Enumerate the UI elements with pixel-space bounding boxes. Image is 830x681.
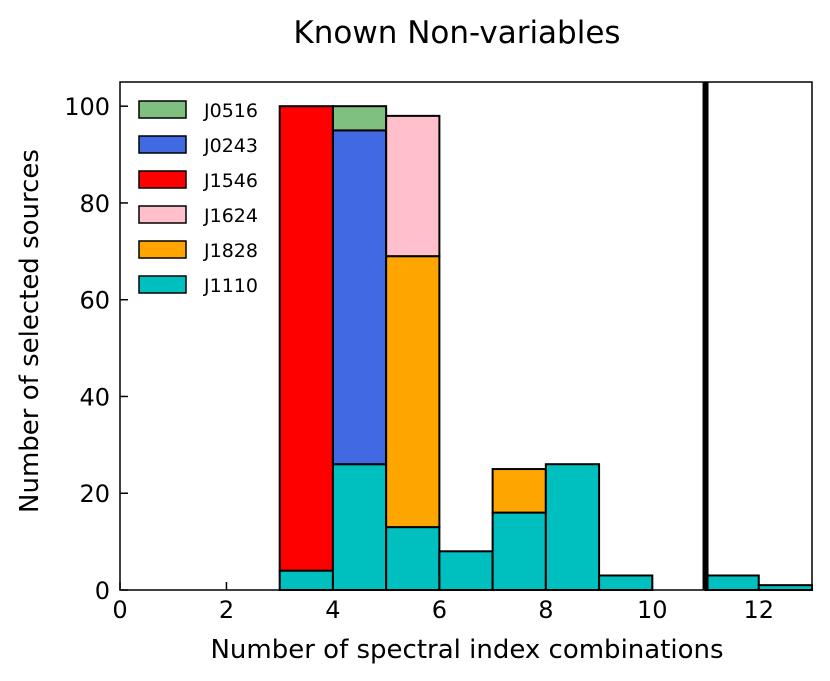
bar-j0516-bin-4 [331,105,388,132]
x-tick-label: 2 [219,596,234,624]
bar-j1110-bin-8 [544,463,601,592]
legend-swatch-j1624 [138,205,187,224]
bar-j1828-bin-5 [385,255,441,529]
legend-label-j0243: J0243 [203,135,258,157]
y-axis-label: Number of selected sources [15,149,45,513]
x-axis-label: Number of spectral index combinations [210,635,723,665]
bar-j1624-bin-5 [385,114,441,258]
y-tick-label: 40 [79,383,110,411]
y-tick-label: 100 [64,93,110,121]
legend-label-j1828: J1828 [203,240,258,262]
plot-frame [119,81,813,591]
x-tick-label: 8 [538,596,553,624]
legend-swatch-j1110 [138,275,187,294]
legend-swatch-j1546 [138,170,187,189]
legend-swatch-j1828 [138,240,187,259]
x-tick-label: 6 [432,596,447,624]
bar-j1110-bin-9 [598,574,654,592]
x-tick-label: 4 [325,596,340,624]
x-tick-label: 12 [743,596,774,624]
legend-label-j1624: J1624 [203,205,258,227]
legend: J0516 J0243 J1546 J1624 J1828 J1110 [138,100,258,297]
bar-j1110-bin-11 [704,574,760,592]
chart-title: Known Non-variables [293,15,620,51]
legend-label-j0516: J0516 [203,100,258,122]
y-axis-ticks: 0 20 40 60 80 100 [64,93,128,605]
bar-j1110-bin-3 [278,569,334,592]
bar-j1110-bin-7 [491,511,547,591]
legend-label-j1110: J1110 [203,275,258,297]
legend-swatch-j0516 [138,100,187,119]
y-tick-label: 60 [79,287,110,315]
bar-j1546-bin-3 [278,105,334,572]
y-tick-label: 80 [79,190,110,218]
y-tick-label: 0 [95,577,110,605]
legend-label-j1546: J1546 [203,170,258,192]
bars-layer [278,105,813,592]
x-axis-ticks: 0 2 4 6 8 10 12 [112,582,774,624]
bar-j1110-bin-4 [331,463,388,592]
y-tick-label: 20 [79,480,110,508]
x-tick-label: 0 [112,596,127,624]
bar-j1828-bin-7 [491,468,547,514]
bar-j1110-bin-5 [385,526,441,591]
legend-swatch-j0243 [138,135,187,154]
x-tick-label: 10 [637,596,668,624]
bar-j0243-bin-4 [331,129,388,466]
bar-j1110-bin-6 [438,550,494,591]
